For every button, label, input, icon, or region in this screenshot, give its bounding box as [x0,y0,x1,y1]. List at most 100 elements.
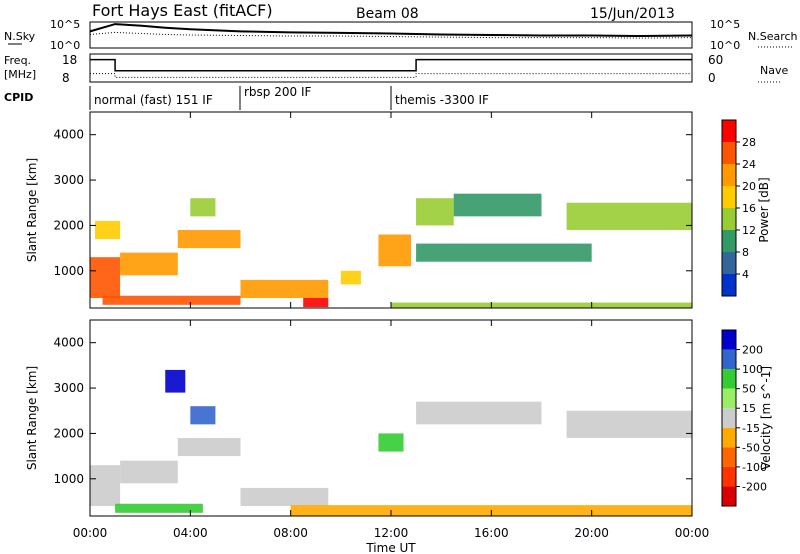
data-cell [378,433,404,452]
velocity-panel: 4000 3000 2000 1000 Slant Range [km] [25,319,693,517]
data-cell [90,465,121,507]
power-scale-swatch [722,186,736,208]
data-cell [340,270,361,285]
nsky-series [89,23,693,39]
cpid-segment-normal: normal (fast) 151 IF [94,93,213,107]
velocity-scale-tick-label: -50 [742,441,760,454]
power-y-ticks: 4000 3000 2000 1000 [53,128,692,278]
x-tick-label: 12:00 [374,526,409,540]
velocity-scale-tick-label: -100 [742,461,767,474]
nsearch-tick-bottom: 10^0 [710,39,740,52]
nsky-panel: N.Sky 10^5 10^0 10^5 10^0 N.Search [4,18,798,52]
velocity-scale-swatch [722,447,736,467]
cpid-panel: CPID normal (fast) 151 IF rbsp 200 IF th… [4,85,489,110]
power-scale-tick-label: 4 [742,268,749,281]
data-cell [416,243,592,262]
power-scale-tick-label: 24 [742,158,756,171]
freq-series [90,58,692,78]
y-tick-label: 1000 [53,472,84,486]
freq-label-2: [MHz] [4,68,36,81]
plot-title: Fort Hays East (fitACF) [92,1,273,20]
power-heatmap [90,193,692,308]
freq-tick-bottom: 8 [62,71,70,85]
velocity-scale-tick-label: 100 [742,363,763,376]
velocity-scale-swatch [722,330,736,350]
power-scale-swatch [722,208,736,230]
nsky-line [89,23,693,38]
cpid-segment-themis: themis -3300 IF [395,93,489,107]
power-scale-swatch [722,230,736,252]
data-cell [190,406,216,425]
velocity-scale-tick-label: -200 [742,480,767,493]
y-tick-label: 3000 [53,173,84,187]
y-tick-label: 1000 [53,264,84,278]
beam-label: Beam 08 [356,6,419,22]
y-tick-label: 3000 [53,381,84,395]
x-tick-label: 00:00 [73,526,108,540]
velocity-colorbar: 200 100 50 15 -15 -50 -100 -200 [721,329,767,507]
x-axis-label: Time UT [365,541,416,554]
y-tick-label: 2000 [53,426,84,440]
freq-tick-top: 18 [62,53,77,67]
y-tick-label: 4000 [53,128,84,142]
velocity-scale-tick-label: 50 [742,383,756,396]
nsearch-tick-top: 10^5 [710,18,740,31]
data-cell [416,401,542,425]
power-scale-label: Power [dB] [757,177,771,242]
power-scale-tick-label: 12 [742,224,756,237]
y-tick-label: 2000 [53,218,84,232]
x-tick-label: 16:00 [474,526,509,540]
data-cell [120,252,178,276]
data-cell [95,220,121,240]
power-scale-swatch [722,274,736,296]
data-cell [240,279,329,299]
velocity-scale-swatch [722,466,736,487]
y-tick-label: 4000 [53,336,84,350]
cpid-label: CPID [4,91,33,104]
data-cell [120,460,178,484]
nave-line [90,73,692,78]
power-ylabel: Slant Range [km] [25,158,39,262]
x-axis-ticks: 00:00 04:00 08:00 12:00 16:00 20:00 00:00 [73,112,710,540]
power-scale-swatch [722,164,736,186]
velocity-ylabel: Slant Range [km] [25,366,39,470]
nsky-tick-bottom: 10^0 [50,39,80,52]
velocity-scale-tick-label: 200 [742,344,763,357]
velocity-scale-swatch [722,486,736,506]
power-scale-swatch [722,142,736,164]
velocity-y-ticks: 4000 3000 2000 1000 [53,336,692,486]
x-tick-label: 20:00 [574,526,609,540]
data-cell [566,202,692,230]
x-tick-label: 04:00 [173,526,208,540]
data-cell [177,437,241,457]
velocity-scale-swatch [722,408,736,428]
velocity-scale-tick-label: 15 [742,402,756,415]
power-scale-tick-label: 28 [742,136,756,149]
freq-panel: Freq. [MHz] 18 8 60 0 Nave [4,53,788,85]
power-scale-tick-label: 16 [742,202,756,215]
power-colorbar: 28 24 20 16 12 8 4 [721,119,756,297]
data-cell [566,410,692,438]
data-cell [453,193,542,217]
velocity-scale-swatch [722,388,736,409]
freq-label-1: Freq. [4,54,31,67]
nave-tick-top: 60 [708,53,723,67]
date-label: 15/Jun/2013 [590,6,675,22]
data-cell [115,503,203,513]
nave-tick-bottom: 0 [708,71,716,85]
data-cell [177,229,241,249]
nave-label: Nave [760,64,788,77]
x-tick-label: 00:00 [675,526,710,540]
power-scale-swatch [722,252,736,274]
data-cell [240,487,329,507]
data-cell [102,295,241,305]
nsearch-label: N.Search [748,30,798,43]
x-tick-label: 08:00 [273,526,308,540]
power-scale-swatch [722,120,736,142]
velocity-scale-tick-label: -15 [742,422,760,435]
data-cell [165,369,186,393]
power-panel: 4000 3000 2000 1000 Slant Range [km] [25,111,693,309]
nsky-label: N.Sky [4,30,36,43]
velocity-scale-swatch [722,427,736,448]
